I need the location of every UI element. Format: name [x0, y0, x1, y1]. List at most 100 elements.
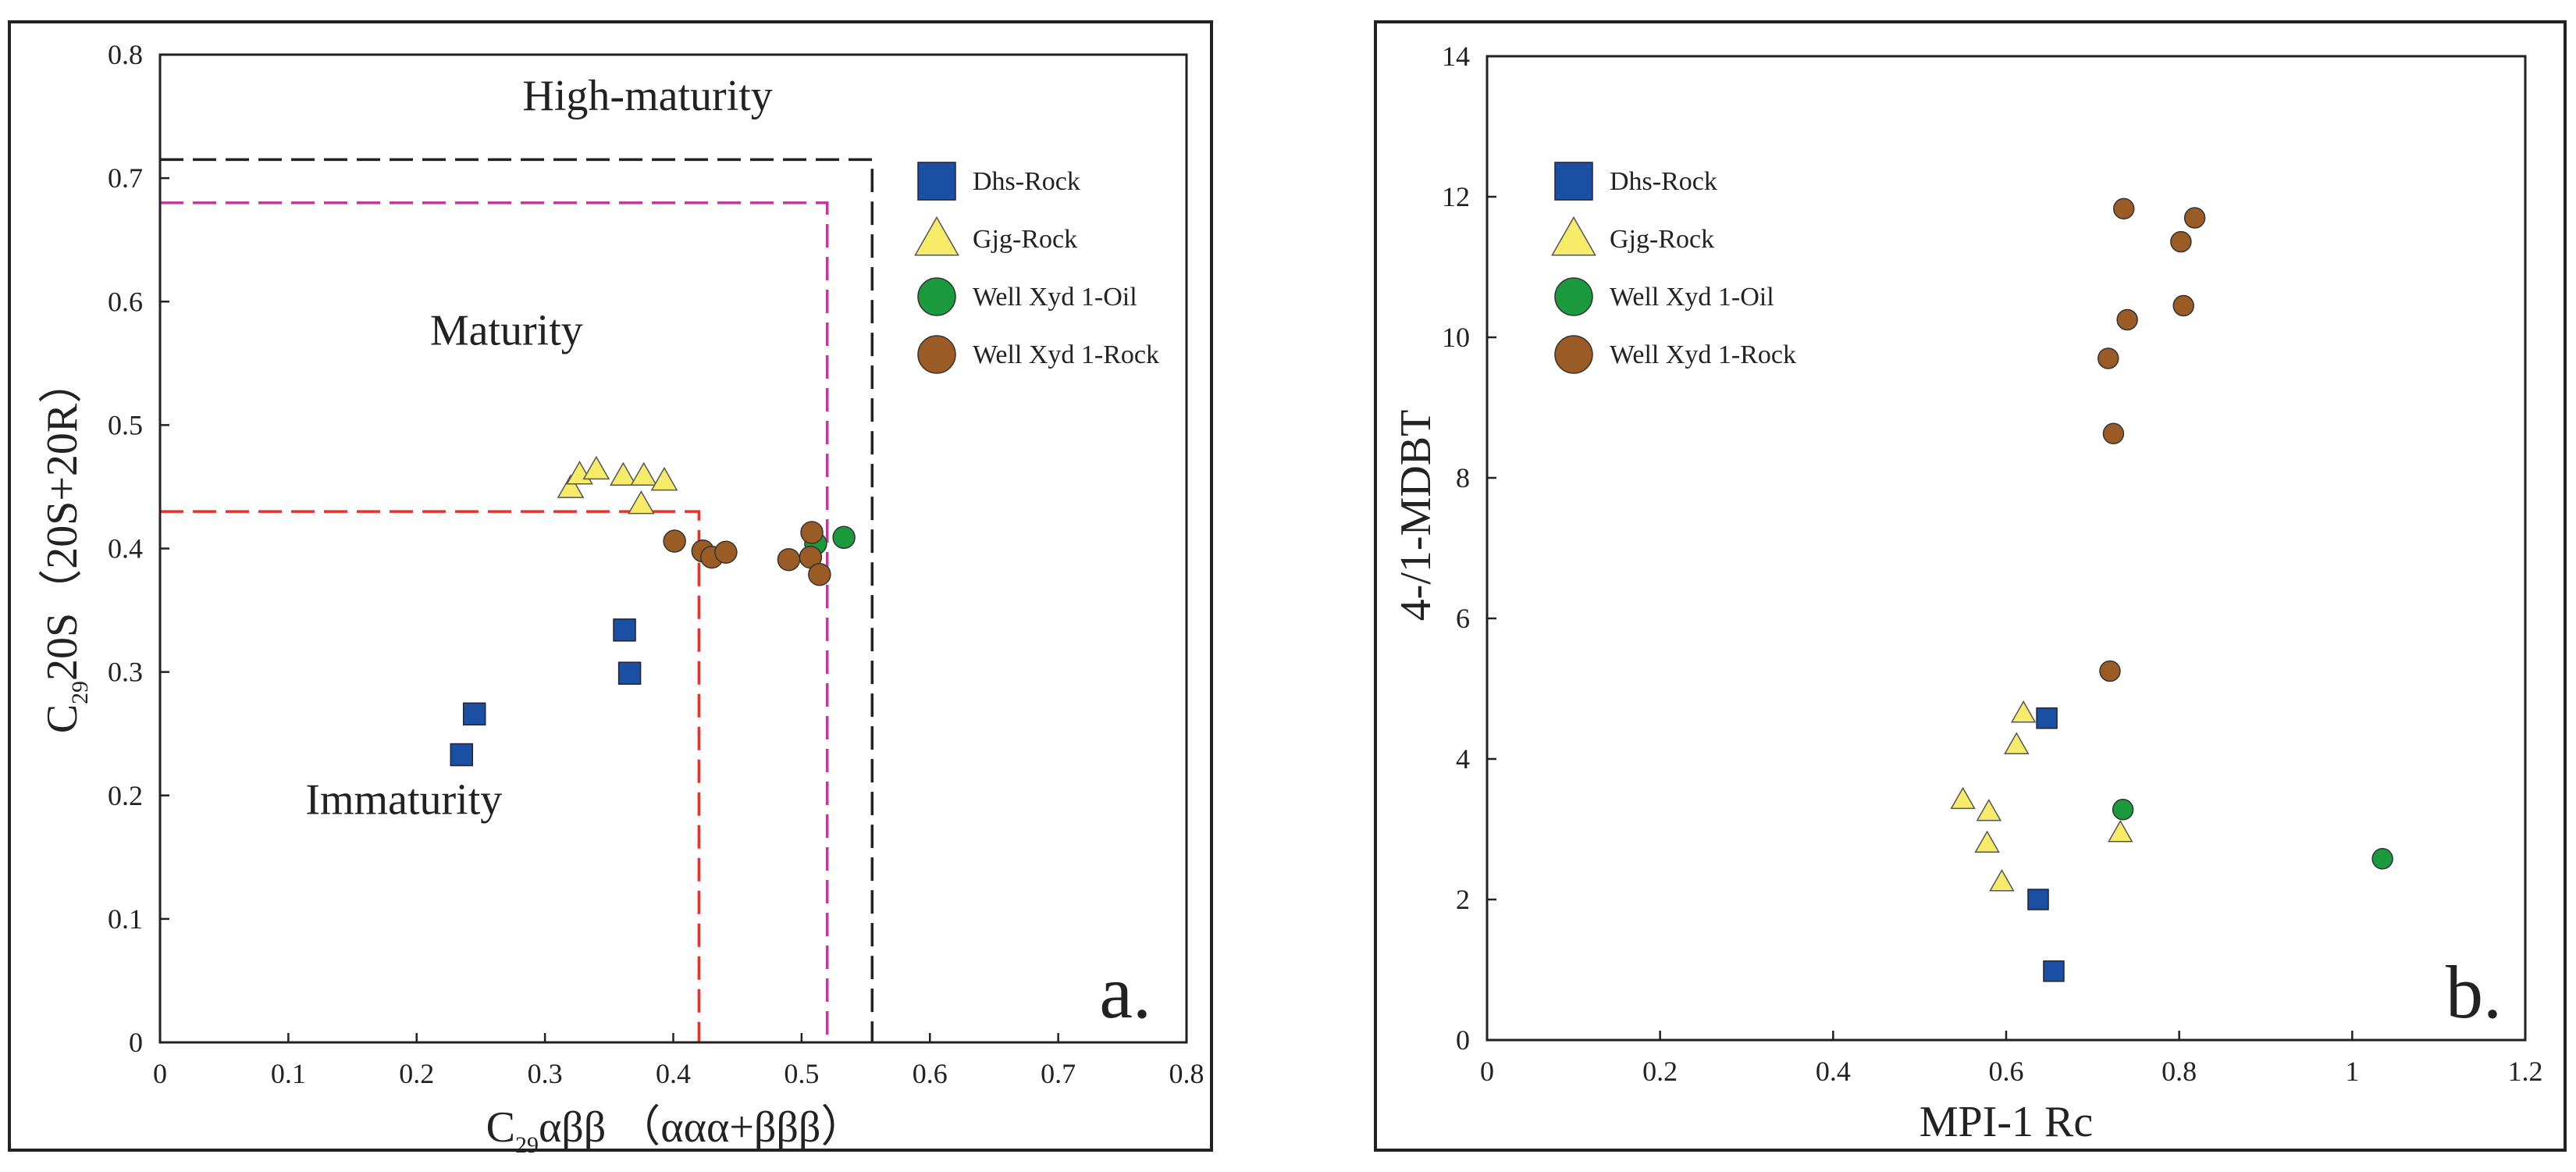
data-point-dhs-rock: [617, 661, 642, 685]
legend-marker: [914, 216, 959, 256]
y-tick-label: 0.8: [108, 39, 143, 70]
x-tick-label: 0.6: [1989, 1056, 2024, 1087]
legend-marker: [917, 162, 956, 201]
data-point-gjg-rock: [610, 461, 637, 486]
data-point-gjg-rock: [1974, 830, 2000, 853]
data-point-gjg-rock: [1950, 786, 1976, 810]
y-tick-label: 14: [1442, 41, 1470, 72]
boundary-lines-a: [160, 158, 874, 1042]
data-point-dhs-rock: [450, 743, 474, 767]
chart-a: 0 0.1 0.2 0.3 0.4 0.5 0.6 0.7 0.8 0 0.1 0.2 0.3 0.4 0.…: [38, 39, 1204, 1158]
panel-b-frame: [1374, 20, 2567, 1152]
legend-label: Dhs-Rock: [1610, 167, 1717, 196]
x-tick-label: 0.4: [1816, 1056, 1851, 1087]
data-point-well-xyd-1-rock: [808, 562, 831, 586]
x-tick-label: 0.8: [1169, 1058, 1204, 1089]
maturity-boundary-line: [160, 201, 829, 1042]
y-tick-label: 0.6: [108, 286, 143, 317]
data-point-gjg-rock: [557, 474, 585, 498]
tick-marks-b: [1485, 55, 2527, 1042]
data-point-well-xyd-1-oil: [2112, 799, 2134, 821]
legend-marker: [917, 277, 956, 316]
data-point-well-xyd-1-rock: [777, 547, 801, 572]
data-point-well-xyd-1-oil: [2371, 848, 2393, 870]
data-point-well-xyd-1-rock: [2099, 660, 2121, 682]
data-point-dhs-rock: [2027, 889, 2049, 910]
y-tick-label: 4: [1456, 743, 1470, 775]
x-tick-label: 0.7: [1041, 1058, 1076, 1089]
y-tick-label: 0.5: [108, 409, 143, 440]
y-axis-label-a: C2920S（20S+20R）: [38, 360, 93, 734]
panel-a-frame: [8, 20, 1213, 1152]
data-point-well-xyd-1-rock: [2102, 422, 2125, 445]
y-tick-label: 2: [1456, 884, 1470, 915]
data-point-well-xyd-1-rock: [2097, 347, 2119, 369]
region-label: High-maturity: [522, 72, 772, 120]
y-tick-label: 0.1: [108, 903, 143, 935]
tick-labels-a: 0 0.1 0.2 0.3 0.4 0.5 0.6 0.7 0.8 0 0.1 0.2 0.3 0.4 0.…: [108, 39, 1204, 1089]
data-point-well-xyd-1-rock: [2172, 294, 2194, 317]
data-point-well-xyd-1-rock: [2183, 207, 2206, 229]
x-tick-label: 0.2: [399, 1058, 434, 1089]
x-axis-label-a: C29αββ （ααα+βββ）: [486, 1103, 865, 1158]
data-point-gjg-rock: [628, 490, 655, 515]
x-tick-label: 0.1: [271, 1058, 306, 1089]
y-tick-label: 0.4: [108, 533, 143, 565]
data-point-well-xyd-1-rock: [2112, 198, 2135, 220]
x-tick-label: 0: [153, 1058, 167, 1089]
tick-labels-b: 0 0.2 0.4 0.6 0.8 1 1.2 0 2 4 6 8 10 12 14: [1442, 41, 2543, 1087]
chart-b: 0 0.2 0.4 0.6 0.8 1 1.2 0 2 4 6 8 10 12 14 Dhs-Rock Gjg…: [1392, 41, 2543, 1146]
data-point-dhs-rock: [2036, 707, 2058, 729]
x-tick-label: 1.2: [2508, 1056, 2543, 1087]
data-points-a: [450, 455, 856, 767]
panel-label-b: b.: [2446, 950, 2502, 1034]
y-tick-label: 0.7: [108, 162, 143, 194]
y-tick-label: 0: [129, 1027, 143, 1058]
x-tick-label: 0.4: [656, 1058, 691, 1089]
x-tick-label: 0.3: [528, 1058, 563, 1089]
plot-area-b: [1485, 55, 2527, 1042]
data-points-b: [1950, 198, 2393, 982]
y-tick-label: 0.3: [108, 657, 143, 688]
maturity-boundary-line: [160, 510, 701, 1042]
y-tick-label: 10: [1442, 322, 1470, 353]
data-point-gjg-rock: [2010, 700, 2037, 723]
y-tick-label: 12: [1442, 181, 1470, 212]
panel-label-a: a.: [1099, 950, 1151, 1034]
data-point-gjg-rock: [2004, 732, 2030, 754]
x-tick-label: 0.2: [1642, 1056, 1678, 1087]
x-tick-label: 0: [1480, 1056, 1494, 1087]
legend-label: Well Xyd 1-Rock: [973, 340, 1159, 369]
y-tick-label: 0: [1456, 1024, 1470, 1056]
region-label: Maturity: [430, 307, 583, 355]
legend-a: Dhs-Rock Gjg-Rock Well Xyd 1-Oil Well Xyd 1…: [914, 162, 1159, 374]
legend-marker: [1554, 335, 1593, 374]
x-tick-label: 1: [2345, 1056, 2359, 1087]
data-point-gjg-rock: [1989, 869, 2015, 892]
legend-label: Dhs-Rock: [973, 167, 1080, 196]
maturity-boundary-line: [160, 158, 874, 1042]
data-point-well-xyd-1-rock: [2116, 308, 2138, 331]
x-tick-label: 0.6: [913, 1058, 948, 1089]
data-point-dhs-rock: [613, 618, 636, 642]
legend-b: Dhs-Rock Gjg-Rock Well Xyd 1-Oil Well Xyd 1…: [1551, 162, 1796, 374]
data-point-dhs-rock: [462, 702, 486, 726]
legend-marker: [1551, 216, 1596, 256]
y-axis-label-b: 4-/1-MDBT: [1392, 410, 1440, 622]
data-point-gjg-rock: [630, 461, 658, 486]
x-axis-label-b: MPI-1 Rc: [1920, 1098, 2093, 1146]
y-tick-label: 8: [1456, 462, 1470, 493]
data-point-gjg-rock: [650, 466, 678, 491]
data-point-dhs-rock: [2043, 960, 2065, 982]
legend-marker: [917, 335, 956, 374]
legend-label: Gjg-Rock: [1610, 225, 1714, 254]
data-point-well-xyd-1-rock: [800, 521, 824, 544]
data-point-gjg-rock: [2108, 820, 2133, 842]
y-tick-label: 6: [1456, 603, 1470, 634]
legend-label: Well Xyd 1-Oil: [973, 283, 1137, 312]
legend-label: Well Xyd 1-Oil: [1610, 283, 1774, 312]
legend-label: Well Xyd 1-Rock: [1610, 340, 1796, 369]
data-point-well-xyd-1-rock: [2170, 230, 2192, 253]
legend-label: Gjg-Rock: [973, 225, 1077, 254]
